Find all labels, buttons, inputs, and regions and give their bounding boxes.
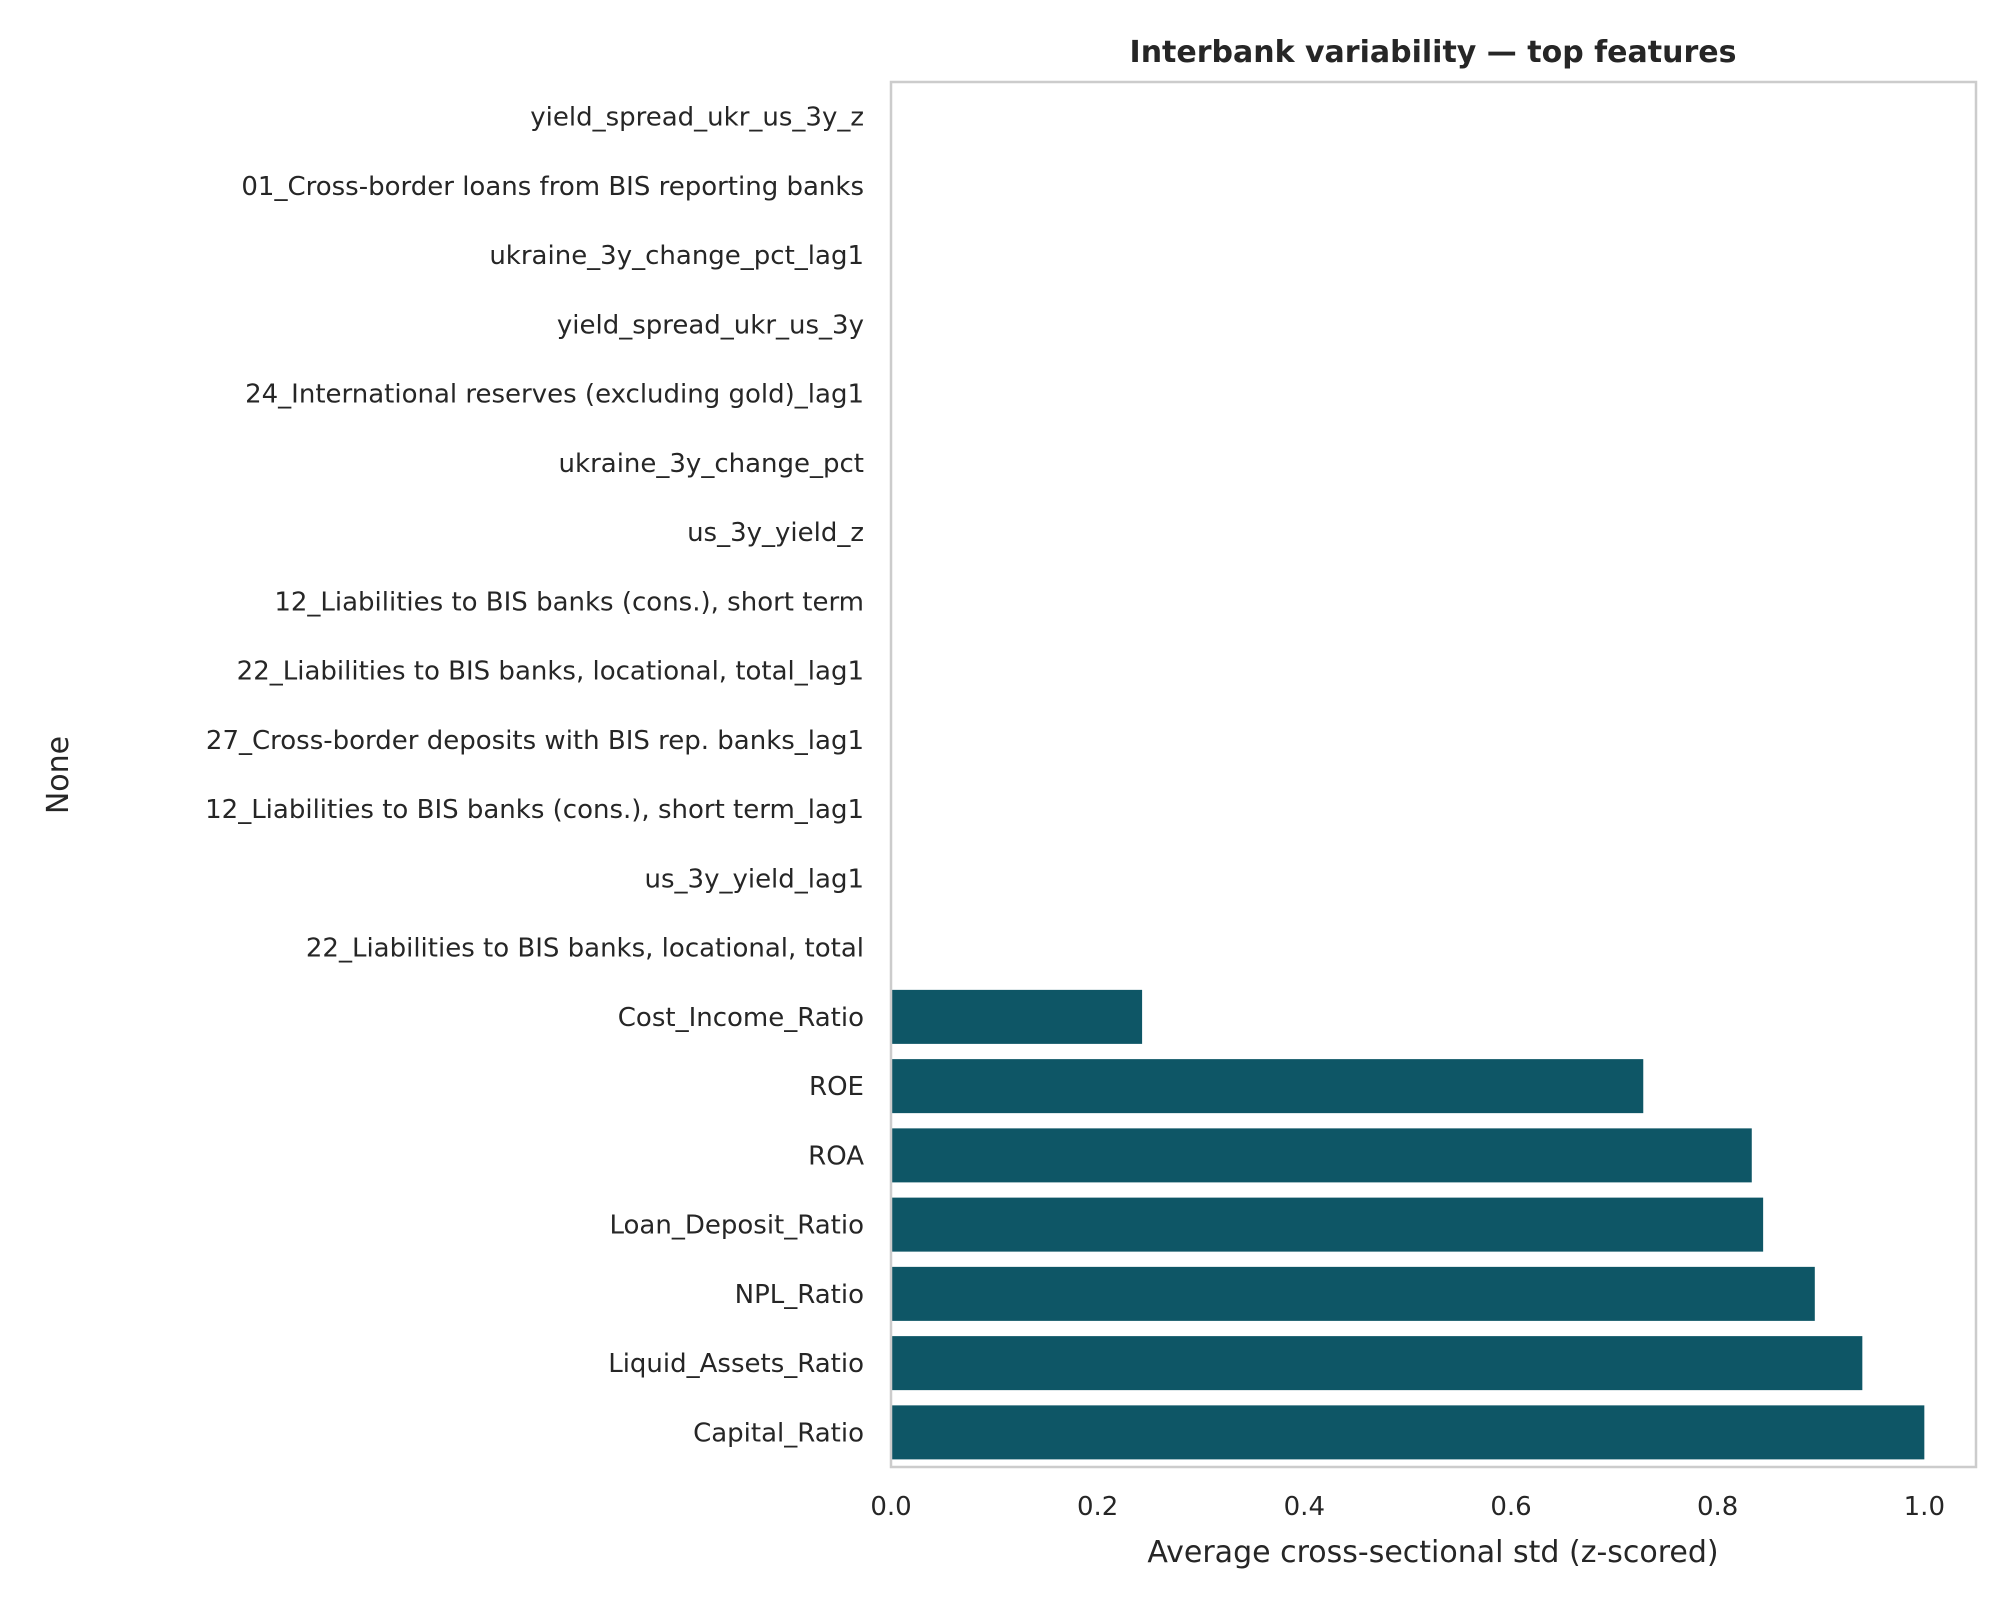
y-tick-label: 22_Liabilities to BIS banks, locational,… xyxy=(237,657,864,687)
x-tick-label: 0.2 xyxy=(1077,1492,1118,1522)
x-axis-label: Average cross-sectional std (z-scored) xyxy=(1147,1535,1718,1570)
bars-group xyxy=(891,989,1925,1460)
y-tick-label: Liquid_Assets_Ratio xyxy=(608,1349,864,1379)
bar-17 xyxy=(891,1266,1815,1321)
y-tick-label: 01_Cross-border loans from BIS reporting… xyxy=(241,172,864,202)
bar-16 xyxy=(891,1197,1764,1252)
y-tick-label: Capital_Ratio xyxy=(693,1418,864,1448)
bar-19 xyxy=(891,1405,1925,1460)
y-tick-label: Cost_Income_Ratio xyxy=(618,1003,864,1033)
y-tick-label: ukraine_3y_change_pct_lag1 xyxy=(489,241,864,271)
x-tick-label: 0.0 xyxy=(870,1492,911,1522)
bar-15 xyxy=(891,1128,1752,1183)
bar-13 xyxy=(891,989,1143,1044)
y-tick-label: NPL_Ratio xyxy=(735,1280,864,1310)
plot-frame xyxy=(889,80,1978,1469)
x-tick-label: 0.8 xyxy=(1697,1492,1738,1522)
x-tick-label: 0.4 xyxy=(1284,1492,1325,1522)
y-tick-label: 24_International reserves (excluding gol… xyxy=(245,380,864,410)
y-tick-label: Loan_Deposit_Ratio xyxy=(610,1211,865,1241)
y-tick-label: ROA xyxy=(808,1141,864,1171)
chart-title: Interbank variability — top features xyxy=(1130,35,1737,70)
y-axis-label: None xyxy=(41,736,76,814)
y-tick-label: us_3y_yield_lag1 xyxy=(645,864,865,894)
y-tick-label: 12_Liabilities to BIS banks (cons.), sho… xyxy=(274,587,864,617)
y-tick-label: 12_Liabilities to BIS banks (cons.), sho… xyxy=(205,795,864,825)
y-tick-label: ROE xyxy=(809,1072,864,1102)
y-tick-labels: yield_spread_ukr_us_3y_z 01_Cross-border … xyxy=(205,103,864,1449)
x-tick-label: 1.0 xyxy=(1904,1492,1945,1522)
x-tick-labels: 0.0 0.2 0.4 0.6 0.8 1.0 xyxy=(870,1492,1945,1522)
bar-18 xyxy=(891,1336,1863,1391)
y-tick-label: ukraine_3y_change_pct xyxy=(559,449,864,479)
y-tick-label: 22_Liabilities to BIS banks, locational,… xyxy=(306,934,864,964)
y-tick-label: yield_spread_ukr_us_3y xyxy=(557,310,864,340)
bar-14 xyxy=(891,1059,1644,1114)
y-tick-label: us_3y_yield_z xyxy=(687,518,864,548)
y-tick-label: yield_spread_ukr_us_3y_z xyxy=(530,103,864,133)
y-tick-label: 27_Cross-border deposits with BIS rep. b… xyxy=(206,726,864,756)
x-tick-label: 0.6 xyxy=(1490,1492,1531,1522)
